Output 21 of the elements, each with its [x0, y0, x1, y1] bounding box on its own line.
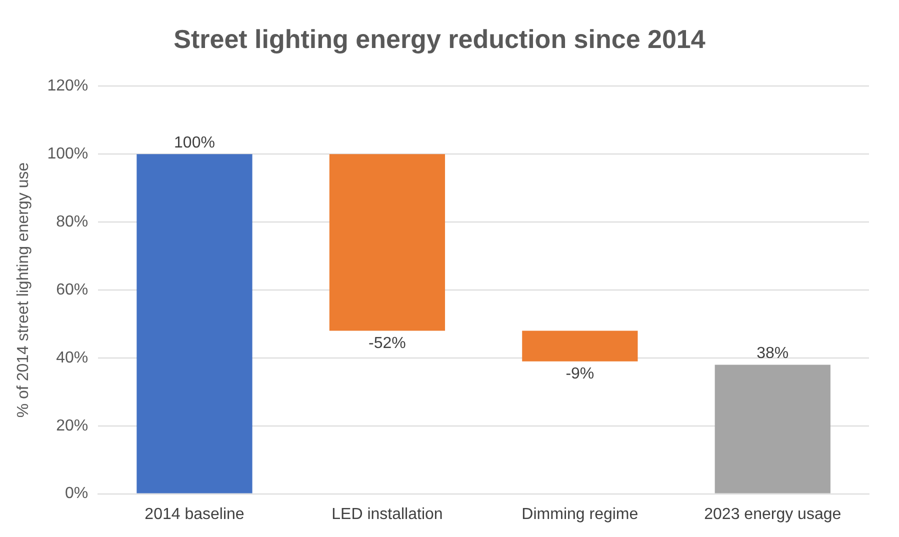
bar — [136, 154, 252, 494]
y-tick-label: 40% — [56, 349, 88, 366]
chart-title: Street lighting energy reduction since 2014 — [174, 24, 706, 54]
x-tick-label: 2023 energy usage — [704, 506, 842, 523]
x-tick-label: LED installation — [332, 506, 443, 523]
x-tick-label: Dimming regime — [522, 506, 638, 523]
data-label: -52% — [368, 335, 406, 352]
bar — [714, 364, 830, 494]
y-tick-label: 100% — [47, 146, 88, 163]
y-tick-label: 0% — [64, 485, 88, 502]
y-axis-title: % of 2014 street lighting energy use — [15, 162, 32, 418]
y-tick-label: 60% — [56, 281, 88, 298]
bar — [329, 154, 446, 331]
y-tick-label: 80% — [56, 213, 88, 230]
data-label: 100% — [174, 134, 215, 152]
x-tick-label: 2014 baseline — [144, 506, 244, 523]
y-tick-label: 20% — [56, 417, 88, 434]
data-label: -9% — [566, 366, 594, 383]
bar — [522, 330, 638, 362]
y-tick-label: 120% — [47, 78, 88, 95]
data-label: 38% — [756, 345, 789, 362]
